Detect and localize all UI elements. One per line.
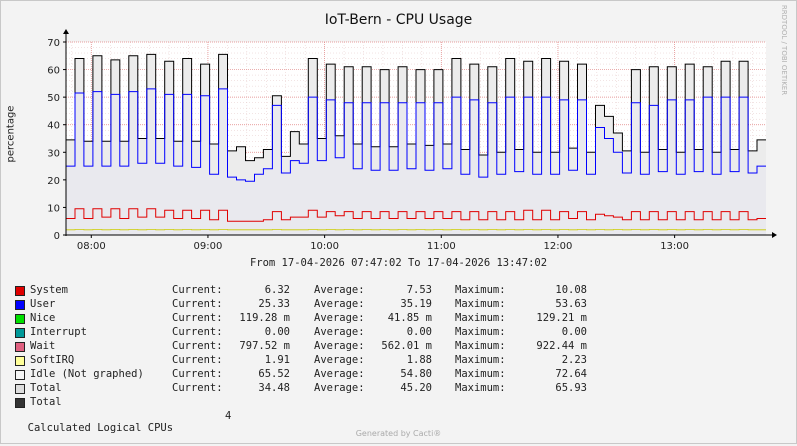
legend-current-value: 119.28 m [228, 312, 290, 324]
legend-name: System [30, 284, 68, 296]
legend-current-label: Current: [172, 284, 223, 296]
generated-by: Generated by Cacti® [0, 429, 797, 438]
legend-maximum-value: 10.08 [517, 284, 587, 296]
legend-swatch [15, 328, 25, 338]
legend-name: Interrupt [30, 326, 87, 338]
x-tick-label: 09:00 [194, 241, 223, 252]
x-tick-label: 12:00 [544, 241, 573, 252]
legend-swatch [15, 342, 25, 352]
legend-average-label: Average: [314, 312, 365, 324]
legend-average-label: Average: [314, 354, 365, 366]
legend-swatch [15, 300, 25, 310]
legend-current-label: Current: [172, 354, 223, 366]
legend-maximum-label: Maximum: [455, 312, 506, 324]
legend-swatch [15, 370, 25, 380]
x-axis-arrow [772, 232, 777, 238]
legend-current-label: Current: [172, 382, 223, 394]
y-axis-arrow [63, 29, 69, 34]
legend-maximum-value: 65.93 [517, 382, 587, 394]
legend-average-label: Average: [314, 298, 365, 310]
x-tick-label: 11:00 [427, 241, 456, 252]
legend-swatch [15, 314, 25, 324]
legend-name: User [30, 298, 55, 310]
legend-average-value: 45.20 [370, 382, 432, 394]
calculated-cpus: Calculated Logical CPUs 4 [15, 410, 173, 446]
y-tick-label: 10 [47, 203, 60, 214]
legend-name: Nice [30, 312, 55, 324]
legend-average-value: 562.01 m [370, 340, 432, 352]
legend-current-label: Current: [172, 312, 223, 324]
legend-average-label: Average: [314, 382, 365, 394]
legend-name: Wait [30, 340, 55, 352]
date-range: From 17-04-2026 07:47:02 To 17-04-2026 1… [0, 257, 797, 269]
y-tick-label: 0 [54, 231, 60, 242]
legend-average-label: Average: [314, 368, 365, 380]
legend-name: Total [30, 382, 62, 394]
legend-average-label: Average: [314, 340, 365, 352]
legend-maximum-label: Maximum: [455, 340, 506, 352]
legend-average-value: 1.88 [370, 354, 432, 366]
legend-maximum-value: 72.64 [517, 368, 587, 380]
legend-average-value: 7.53 [370, 284, 432, 296]
y-tick-label: 30 [47, 148, 60, 159]
legend-maximum-value: 129.21 m [517, 312, 587, 324]
y-tick-label: 20 [47, 176, 60, 187]
legend-maximum-label: Maximum: [455, 368, 506, 380]
x-tick-label: 13:00 [660, 241, 689, 252]
legend-name: Total [30, 396, 62, 408]
legend-maximum-value: 0.00 [517, 326, 587, 338]
legend-average-label: Average: [314, 284, 365, 296]
legend-average-value: 41.85 m [370, 312, 432, 324]
legend-swatch [15, 356, 25, 366]
legend-current-label: Current: [172, 326, 223, 338]
legend-current-value: 34.48 [228, 382, 290, 394]
y-tick-label: 70 [47, 38, 60, 49]
legend-swatch [15, 384, 25, 394]
legend-current-value: 0.00 [228, 326, 290, 338]
legend-maximum-label: Maximum: [455, 354, 506, 366]
legend-swatch [15, 398, 25, 408]
legend-maximum-value: 53.63 [517, 298, 587, 310]
legend-current-label: Current: [172, 368, 223, 380]
legend-maximum-label: Maximum: [455, 382, 506, 394]
legend-current-label: Current: [172, 340, 223, 352]
legend-maximum-label: Maximum: [455, 284, 506, 296]
legend-average-value: 0.00 [370, 326, 432, 338]
legend-maximum-label: Maximum: [455, 326, 506, 338]
legend-name: SoftIRQ [30, 354, 74, 366]
legend-current-value: 1.91 [228, 354, 290, 366]
y-tick-label: 60 [47, 66, 60, 77]
y-tick-label: 40 [47, 121, 60, 132]
legend-current-value: 65.52 [228, 368, 290, 380]
legend-current-value: 6.32 [228, 284, 290, 296]
legend-maximum-value: 922.44 m [517, 340, 587, 352]
x-tick-label: 10:00 [310, 241, 339, 252]
y-tick-label: 50 [47, 93, 60, 104]
legend-average-value: 54.80 [370, 368, 432, 380]
legend-current-value: 25.33 [228, 298, 290, 310]
legend-maximum-label: Maximum: [455, 298, 506, 310]
legend-current-label: Current: [172, 298, 223, 310]
x-tick-label: 08:00 [77, 241, 106, 252]
calculated-cpus-value: 4 [225, 410, 231, 422]
legend-swatch [15, 286, 25, 296]
legend-current-value: 797.52 m [228, 340, 290, 352]
legend-name: Idle (Not graphed) [30, 368, 144, 380]
legend-average-value: 35.19 [370, 298, 432, 310]
legend-maximum-value: 2.23 [517, 354, 587, 366]
legend-average-label: Average: [314, 326, 365, 338]
